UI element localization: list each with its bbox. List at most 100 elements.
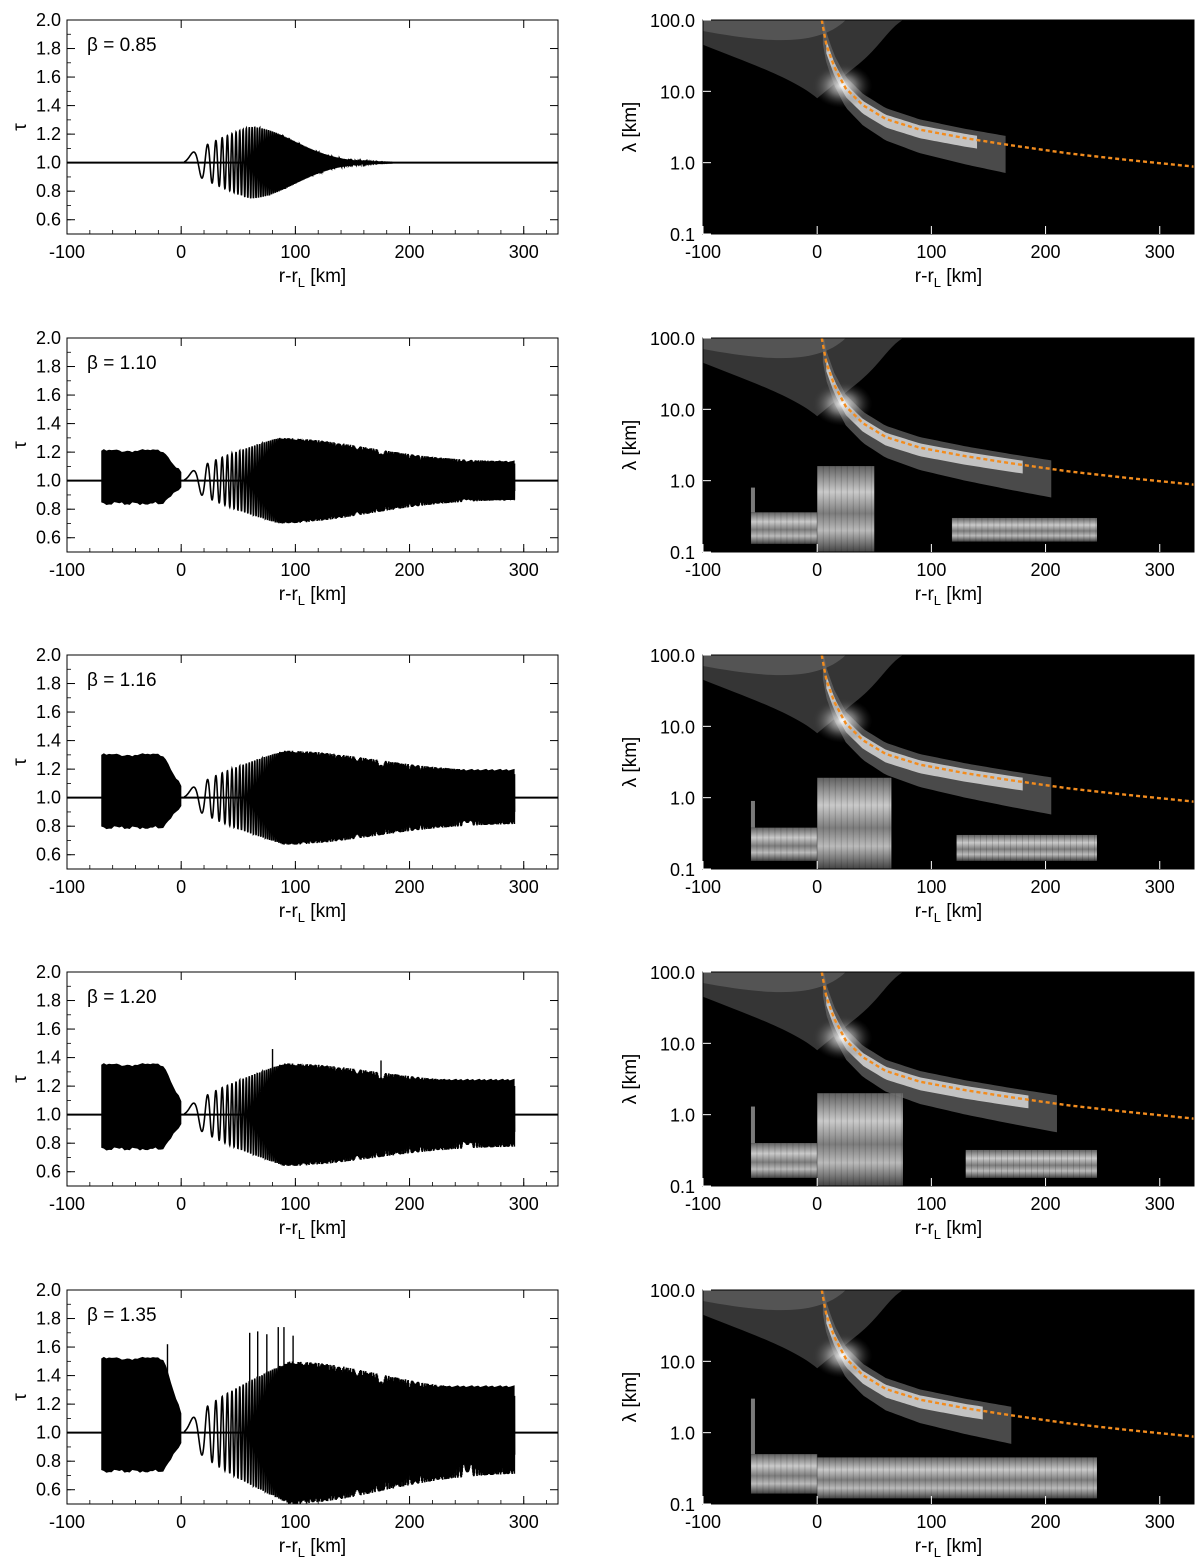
x-tick-label: 100	[916, 1512, 946, 1532]
plot-frame	[66, 19, 559, 235]
x-tick-label: 200	[1031, 560, 1061, 580]
tau-profile-panel: -100 0 100 200 300 0.6 0.8 1.0 1.2 1.4 1.6 1.8 2.0 β …	[10, 645, 559, 925]
x-tick-label: 100	[280, 242, 310, 262]
x-tick-label: 200	[1031, 242, 1061, 262]
x-axis-label-subscript: L	[298, 275, 305, 290]
x-axis-label: r-rL [km]	[915, 1536, 982, 1560]
plot-frame	[66, 337, 559, 553]
wave-ridge-glow	[812, 1333, 873, 1378]
x-axis-label-subscript: L	[934, 1545, 941, 1560]
y-tick-label: 1.2	[36, 124, 61, 144]
y-axis-label: λ [km]	[620, 737, 641, 788]
x-axis-label: r-rL [km]	[915, 584, 982, 608]
tau-profile-panel: -100 0 100 200 300 0.6 0.8 1.0 1.2 1.4 1.6 1.8 2.0 β …	[10, 328, 559, 608]
y-tick-label: 10.0	[660, 1352, 695, 1372]
x-tick-label: 300	[509, 877, 539, 897]
wave-ridge-glow	[812, 1015, 873, 1060]
x-axis-label-main: r-r	[279, 1218, 299, 1239]
data-layer	[67, 437, 558, 524]
wake-power-band	[817, 777, 892, 869]
x-tick-label: 200	[1031, 1512, 1061, 1532]
x-tick-label: 200	[395, 1194, 425, 1214]
beta-label: β = 1.35	[87, 1305, 157, 1326]
y-tick-label: 0.6	[36, 1480, 61, 1500]
x-tick-label: 200	[1031, 877, 1061, 897]
wake-power-band	[750, 1454, 818, 1494]
wake-band-inner	[101, 1356, 182, 1473]
y-axis-label: τ	[10, 1075, 31, 1083]
y-tick-label: 1.8	[36, 357, 61, 377]
x-axis-label: r-rL [km]	[915, 266, 982, 290]
heatmap-haze	[703, 1290, 903, 1369]
heatmap-haze-core	[703, 20, 846, 41]
x-tick-label: -100	[685, 560, 721, 580]
wake-power-band	[750, 1143, 818, 1178]
wave-ridge-core	[826, 675, 1023, 791]
y-tick-label: 100.0	[650, 646, 695, 666]
y-tick-label: 2.0	[36, 328, 61, 348]
x-tick-label: 0	[812, 1194, 822, 1214]
x-tick-label: 0	[176, 1194, 186, 1214]
x-axis-label-main: r-r	[915, 1218, 935, 1239]
y-tick-label: 1.6	[36, 1019, 61, 1039]
y-tick-label: 1.2	[36, 442, 61, 462]
y-tick-label: 2.0	[36, 962, 61, 982]
x-tick-label: 300	[1145, 242, 1175, 262]
beta-label: β = 1.20	[87, 987, 157, 1008]
y-tick-label: 1.0	[670, 1106, 695, 1126]
x-axis-label-unit: [km]	[941, 584, 982, 605]
tau-profile-panel: -100 0 100 200 300 0.6 0.8 1.0 1.2 1.4 1.6 1.8 2.0 β …	[10, 1280, 559, 1560]
plot-frame	[702, 654, 1195, 870]
y-tick-label: 0.1	[670, 1177, 695, 1197]
heatmap-layer	[703, 972, 1194, 1186]
y-tick-label: 0.8	[36, 816, 61, 836]
heatmap-haze-core	[703, 972, 846, 993]
x-tick-label: 100	[280, 877, 310, 897]
tau-profile-panel: -100 0 100 200 300 0.6 0.8 1.0 1.2 1.4 1.6 1.8 2.0 β …	[10, 10, 559, 290]
x-axis-label-main: r-r	[279, 901, 299, 922]
x-axis-label-subscript: L	[934, 593, 941, 608]
wavelet-panel: -100 0 100 200 300 0.1 1.0 10.0 100.0 λ [km] r-rL …	[620, 11, 1195, 290]
beta-label: β = 1.16	[87, 670, 157, 691]
x-axis-label-subscript: L	[298, 593, 305, 608]
wake-band-inner	[101, 1063, 182, 1151]
x-tick-label: 300	[509, 560, 539, 580]
x-tick-label: -100	[685, 877, 721, 897]
y-tick-label: 1.4	[36, 1048, 61, 1068]
x-tick-label: -100	[685, 1194, 721, 1214]
x-tick-label: 0	[176, 242, 186, 262]
data-layer	[67, 1049, 558, 1166]
x-axis-label-unit: [km]	[941, 1218, 982, 1239]
wake-power-band	[817, 1457, 1097, 1499]
wake-power-edge	[750, 487, 755, 513]
y-axis-label: λ [km]	[620, 1372, 641, 1423]
y-axis-label: τ	[10, 123, 31, 131]
x-axis-label-main: r-r	[279, 584, 299, 605]
heatmap-haze	[703, 338, 903, 417]
wake-power-band	[965, 1149, 1097, 1178]
y-tick-label: 0.1	[670, 543, 695, 563]
y-tick-label: 0.6	[36, 210, 61, 230]
x-axis-label-main: r-r	[915, 901, 935, 922]
x-axis-label-unit: [km]	[941, 266, 982, 287]
wavelet-panel: -100 0 100 200 300 0.1 1.0 10.0 100.0 λ [km] r-rL …	[620, 1281, 1195, 1560]
heatmap-layer	[703, 655, 1194, 869]
x-tick-label: 100	[916, 560, 946, 580]
heatmap-haze	[703, 655, 903, 734]
dispersion-curve	[820, 655, 1194, 803]
x-tick-label: 300	[509, 1512, 539, 1532]
plot-frame	[702, 1289, 1195, 1505]
x-tick-label: -100	[49, 560, 85, 580]
x-axis-label: r-rL [km]	[279, 901, 346, 925]
plot-frame	[702, 19, 1195, 235]
x-axis-label-unit: [km]	[305, 901, 346, 922]
wake-power-edge	[750, 1106, 755, 1144]
y-tick-label: 1.2	[36, 759, 61, 779]
plot-frame	[66, 971, 559, 1187]
wave-ridge-core	[826, 358, 1023, 474]
y-tick-label: 0.1	[670, 860, 695, 880]
x-tick-label: 100	[280, 1512, 310, 1532]
wake-power-band	[956, 834, 1097, 861]
beta-label: β = 0.85	[87, 35, 157, 56]
heatmap-layer	[703, 20, 1194, 234]
